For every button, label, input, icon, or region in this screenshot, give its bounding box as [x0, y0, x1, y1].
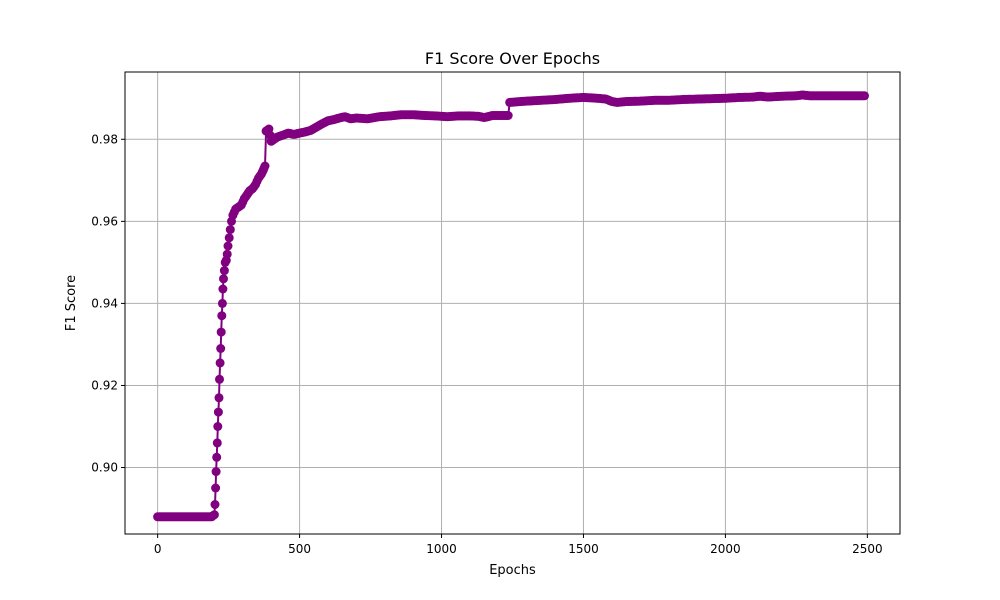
data-point: [215, 374, 224, 384]
series-f1-score: [153, 90, 869, 522]
data-point: [218, 284, 228, 294]
chart-title: F1 Score Over Epochs: [425, 49, 600, 68]
y-tick-label: 0.94: [91, 296, 118, 310]
data-point: [214, 393, 224, 403]
x-tick-label: 1000: [426, 542, 457, 556]
data-point: [213, 422, 223, 431]
data-point: [213, 407, 223, 417]
data-point: [210, 500, 220, 509]
data-point: [223, 241, 233, 251]
y-tick-label: 0.92: [91, 378, 118, 392]
data-point: [212, 438, 222, 448]
data-point: [222, 249, 232, 259]
data-point: [224, 233, 234, 243]
data-point: [216, 327, 226, 337]
data-point: [217, 298, 227, 308]
data-point: [215, 358, 225, 368]
data-point: [216, 344, 226, 353]
data-point: [217, 311, 227, 321]
data-point: [209, 510, 219, 520]
x-tick-label: 500: [288, 542, 311, 556]
y-axis-label: F1 Score: [64, 275, 79, 331]
data-point: [219, 274, 228, 284]
data-point: [212, 452, 222, 462]
x-axis-label: Epochs: [489, 563, 536, 578]
y-tick-label: 0.98: [91, 132, 118, 146]
data-point: [211, 467, 221, 477]
y-tick-label: 0.96: [91, 214, 118, 228]
data-point: [219, 266, 229, 276]
y-tick-label: 0.90: [91, 461, 118, 475]
x-tick-label: 2000: [710, 542, 741, 556]
x-tick-label: 2500: [852, 542, 883, 556]
data-point: [260, 161, 270, 171]
data-point: [860, 91, 869, 101]
gridlines: [125, 72, 900, 534]
data-point: [211, 483, 221, 493]
axis-ticks: 0 500 1000 1500 2000 2500 0.90 0.92 0.94 0.96 0.98: [91, 132, 882, 556]
data-point: [225, 225, 235, 235]
data-point: [503, 111, 513, 120]
x-tick-label: 0: [154, 542, 162, 556]
x-tick-label: 1500: [568, 542, 599, 556]
